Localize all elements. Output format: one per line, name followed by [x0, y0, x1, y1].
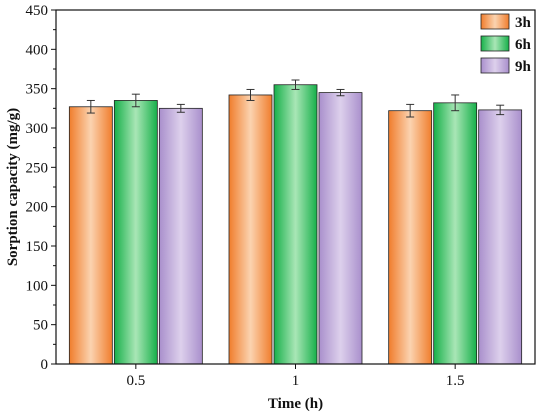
error-bar-9h-1.5 — [496, 104, 505, 116]
error-bar-3h-1 — [246, 88, 255, 101]
bar-9h-1.5 — [478, 109, 523, 365]
y-tick-label: 50 — [33, 318, 48, 334]
y-axis-title: Sorption capacity (mg/g) — [5, 108, 21, 266]
legend-label: 9h — [515, 59, 532, 75]
bar-3h-1.5 — [388, 110, 433, 365]
legend-item-6h: 6h — [480, 35, 532, 53]
error-bar-6h-1.5 — [451, 94, 460, 112]
bar-3h-1 — [228, 94, 273, 365]
y-tick-label: 0 — [41, 357, 49, 373]
bar-6h-0.5 — [113, 100, 158, 365]
legend-item-3h: 3h — [480, 13, 532, 31]
error-bar-3h-1.5 — [406, 103, 415, 118]
legend-label: 6h — [515, 37, 532, 53]
y-tick-label: 400 — [26, 42, 49, 58]
bar-9h-0.5 — [158, 107, 203, 365]
legend: 3h 6h 9h — [480, 13, 532, 75]
x-tick-label: 0.5 — [126, 373, 145, 389]
error-bars-layer — [86, 79, 505, 118]
bar-6h-1.5 — [433, 102, 478, 365]
error-bar-6h-0.5 — [131, 93, 140, 108]
bar-9h-1 — [318, 92, 363, 365]
x-tick-label: 1.5 — [446, 373, 465, 389]
y-tick-label: 100 — [26, 278, 49, 294]
error-bar-3h-0.5 — [86, 99, 95, 114]
ticks-layer: 0 50 100 150 200 250 300 350 400 450 0.5 1 1.5 — [26, 3, 465, 389]
legend-item-9h: 9h — [480, 57, 532, 75]
y-tick-label: 200 — [26, 200, 49, 216]
bar-6h-1 — [273, 84, 318, 365]
x-axis-title: Time (h) — [268, 396, 323, 412]
error-bar-9h-0.5 — [176, 103, 185, 113]
legend-swatch — [480, 35, 510, 52]
bar-3h-0.5 — [68, 106, 113, 365]
y-tick-label: 250 — [26, 160, 49, 176]
x-tick-label: 1 — [292, 373, 300, 389]
error-bar-9h-1 — [336, 88, 345, 97]
y-tick-label: 350 — [26, 82, 49, 98]
legend-swatch — [480, 13, 510, 30]
bars-layer — [68, 84, 523, 365]
y-tick-label: 450 — [26, 3, 49, 19]
y-tick-label: 150 — [26, 239, 49, 255]
legend-swatch — [480, 57, 510, 74]
legend-label: 3h — [515, 15, 532, 31]
error-bar-6h-1 — [291, 79, 300, 90]
y-tick-label: 300 — [26, 121, 49, 137]
